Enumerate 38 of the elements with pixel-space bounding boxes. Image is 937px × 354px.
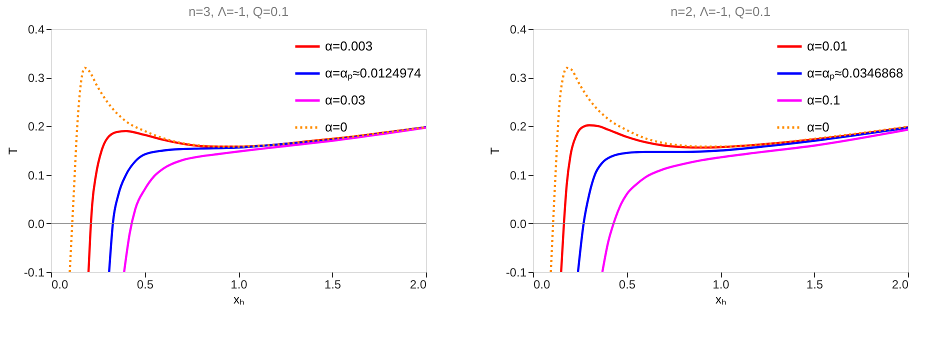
x-tick-label: 0.0 xyxy=(52,278,69,292)
x-tick-label: 1.5 xyxy=(806,278,824,292)
line-series xyxy=(68,66,426,272)
legend-label: α=0 xyxy=(807,120,830,134)
y-tick-label: 0.4 xyxy=(510,22,527,36)
y-tick-label: 0.1 xyxy=(510,168,527,182)
y-tick-label: 0.2 xyxy=(510,120,527,134)
legend-label: α=αₚ≈0.0124974 xyxy=(325,66,422,82)
x-tick-label: 0.5 xyxy=(618,278,636,292)
legend-label: α=0.01 xyxy=(807,38,848,54)
y-tick-label: 0.3 xyxy=(510,71,527,86)
y-tick-label: 0.1 xyxy=(28,168,45,182)
y-tick-label: -0.1 xyxy=(506,266,527,280)
y-tick-label: 0.0 xyxy=(510,216,527,231)
x-axis-title: xₕ xyxy=(716,292,726,306)
x-tick-label: 2.0 xyxy=(410,278,427,292)
legend-label: α=0.003 xyxy=(325,38,373,54)
x-axis-title: xₕ xyxy=(234,292,244,306)
x-tick-label: 0.0 xyxy=(534,278,551,292)
chart-title: n=2, Λ=-1, Q=0.1 xyxy=(670,4,771,19)
y-tick-label: -0.1 xyxy=(24,266,45,280)
legend-label: α=0.03 xyxy=(325,92,366,108)
chart-title: n=3, Λ=-1, Q=0.1 xyxy=(188,4,289,19)
x-tick-label: 2.0 xyxy=(892,278,909,292)
x-tick-label: 1.0 xyxy=(712,278,730,292)
y-tick-label: 0.2 xyxy=(28,120,45,134)
legend-label: α=0.1 xyxy=(807,92,840,108)
y-tick-label: 0.0 xyxy=(28,216,45,231)
legend-label: α=αₚ≈0.0346868 xyxy=(807,66,904,82)
x-tick-label: 0.5 xyxy=(136,278,154,292)
y-axis-title: T xyxy=(6,146,20,155)
y-tick-label: 0.4 xyxy=(28,22,45,36)
line-series xyxy=(550,66,908,272)
x-tick-label: 1.5 xyxy=(324,278,342,292)
y-tick-label: 0.3 xyxy=(28,71,45,86)
x-tick-label: 1.0 xyxy=(230,278,248,292)
legend-label: α=0 xyxy=(325,120,348,134)
y-axis-title: T xyxy=(488,146,502,155)
